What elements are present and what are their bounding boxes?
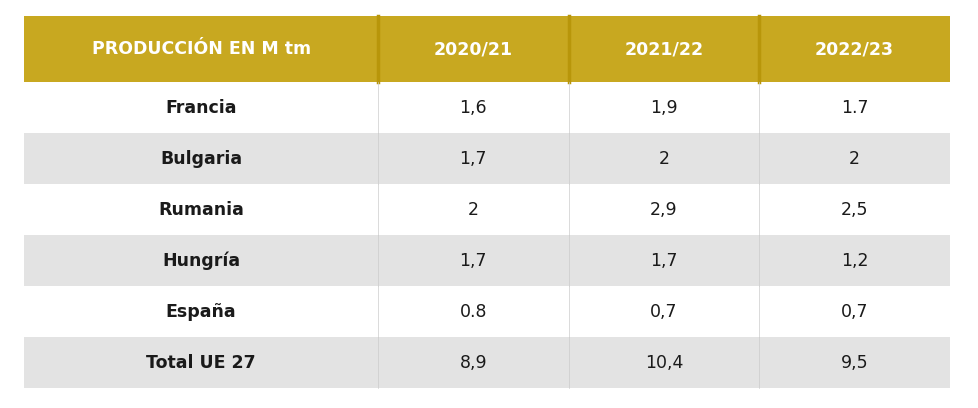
Text: Bulgaria: Bulgaria	[160, 150, 242, 168]
Text: 2021/22: 2021/22	[624, 40, 703, 58]
Bar	[759, 337, 949, 388]
Text: Rumania: Rumania	[158, 201, 244, 219]
Text: 2,9: 2,9	[649, 201, 677, 219]
Bar	[378, 235, 568, 286]
Text: Total UE 27: Total UE 27	[147, 354, 255, 372]
Text: 0,7: 0,7	[649, 303, 677, 321]
Text: PRODUCCIÓN EN M tm: PRODUCCIÓN EN M tm	[92, 40, 310, 58]
Text: 1,6: 1,6	[459, 99, 486, 117]
Bar	[378, 82, 568, 133]
Bar	[24, 82, 378, 133]
Bar	[759, 235, 949, 286]
Text: 2: 2	[467, 201, 478, 219]
Text: 2,5: 2,5	[840, 201, 867, 219]
Text: 9,5: 9,5	[840, 354, 867, 372]
Bar	[568, 133, 758, 184]
Text: 1.7: 1.7	[840, 99, 867, 117]
Bar	[378, 337, 568, 388]
Bar	[24, 184, 378, 235]
Bar	[378, 16, 568, 82]
Bar	[24, 235, 378, 286]
Text: 1,9: 1,9	[649, 99, 677, 117]
Bar	[759, 286, 949, 337]
Bar	[568, 286, 758, 337]
Text: 2: 2	[658, 150, 669, 168]
Bar	[24, 337, 378, 388]
Text: 8,9: 8,9	[459, 354, 486, 372]
Bar	[24, 286, 378, 337]
Bar	[568, 82, 758, 133]
Bar	[378, 133, 568, 184]
Bar	[378, 184, 568, 235]
Bar	[759, 133, 949, 184]
Text: España: España	[165, 303, 237, 321]
Bar	[568, 337, 758, 388]
Text: 10,4: 10,4	[645, 354, 683, 372]
Bar	[568, 184, 758, 235]
Bar	[759, 82, 949, 133]
Bar	[568, 235, 758, 286]
Text: Francia: Francia	[165, 99, 237, 117]
Text: 2: 2	[848, 150, 859, 168]
Bar	[568, 16, 758, 82]
Text: Hungría: Hungría	[162, 251, 240, 270]
Text: 0,7: 0,7	[840, 303, 867, 321]
Bar	[24, 16, 378, 82]
Bar	[759, 184, 949, 235]
Text: 2020/21: 2020/21	[433, 40, 512, 58]
Text: 0.8: 0.8	[459, 303, 486, 321]
Text: 1,2: 1,2	[840, 252, 867, 270]
Bar	[24, 133, 378, 184]
Text: 1,7: 1,7	[459, 252, 486, 270]
Text: 1,7: 1,7	[649, 252, 677, 270]
Text: 2022/23: 2022/23	[815, 40, 893, 58]
Bar	[378, 286, 568, 337]
Text: 1,7: 1,7	[459, 150, 486, 168]
Bar	[759, 16, 949, 82]
